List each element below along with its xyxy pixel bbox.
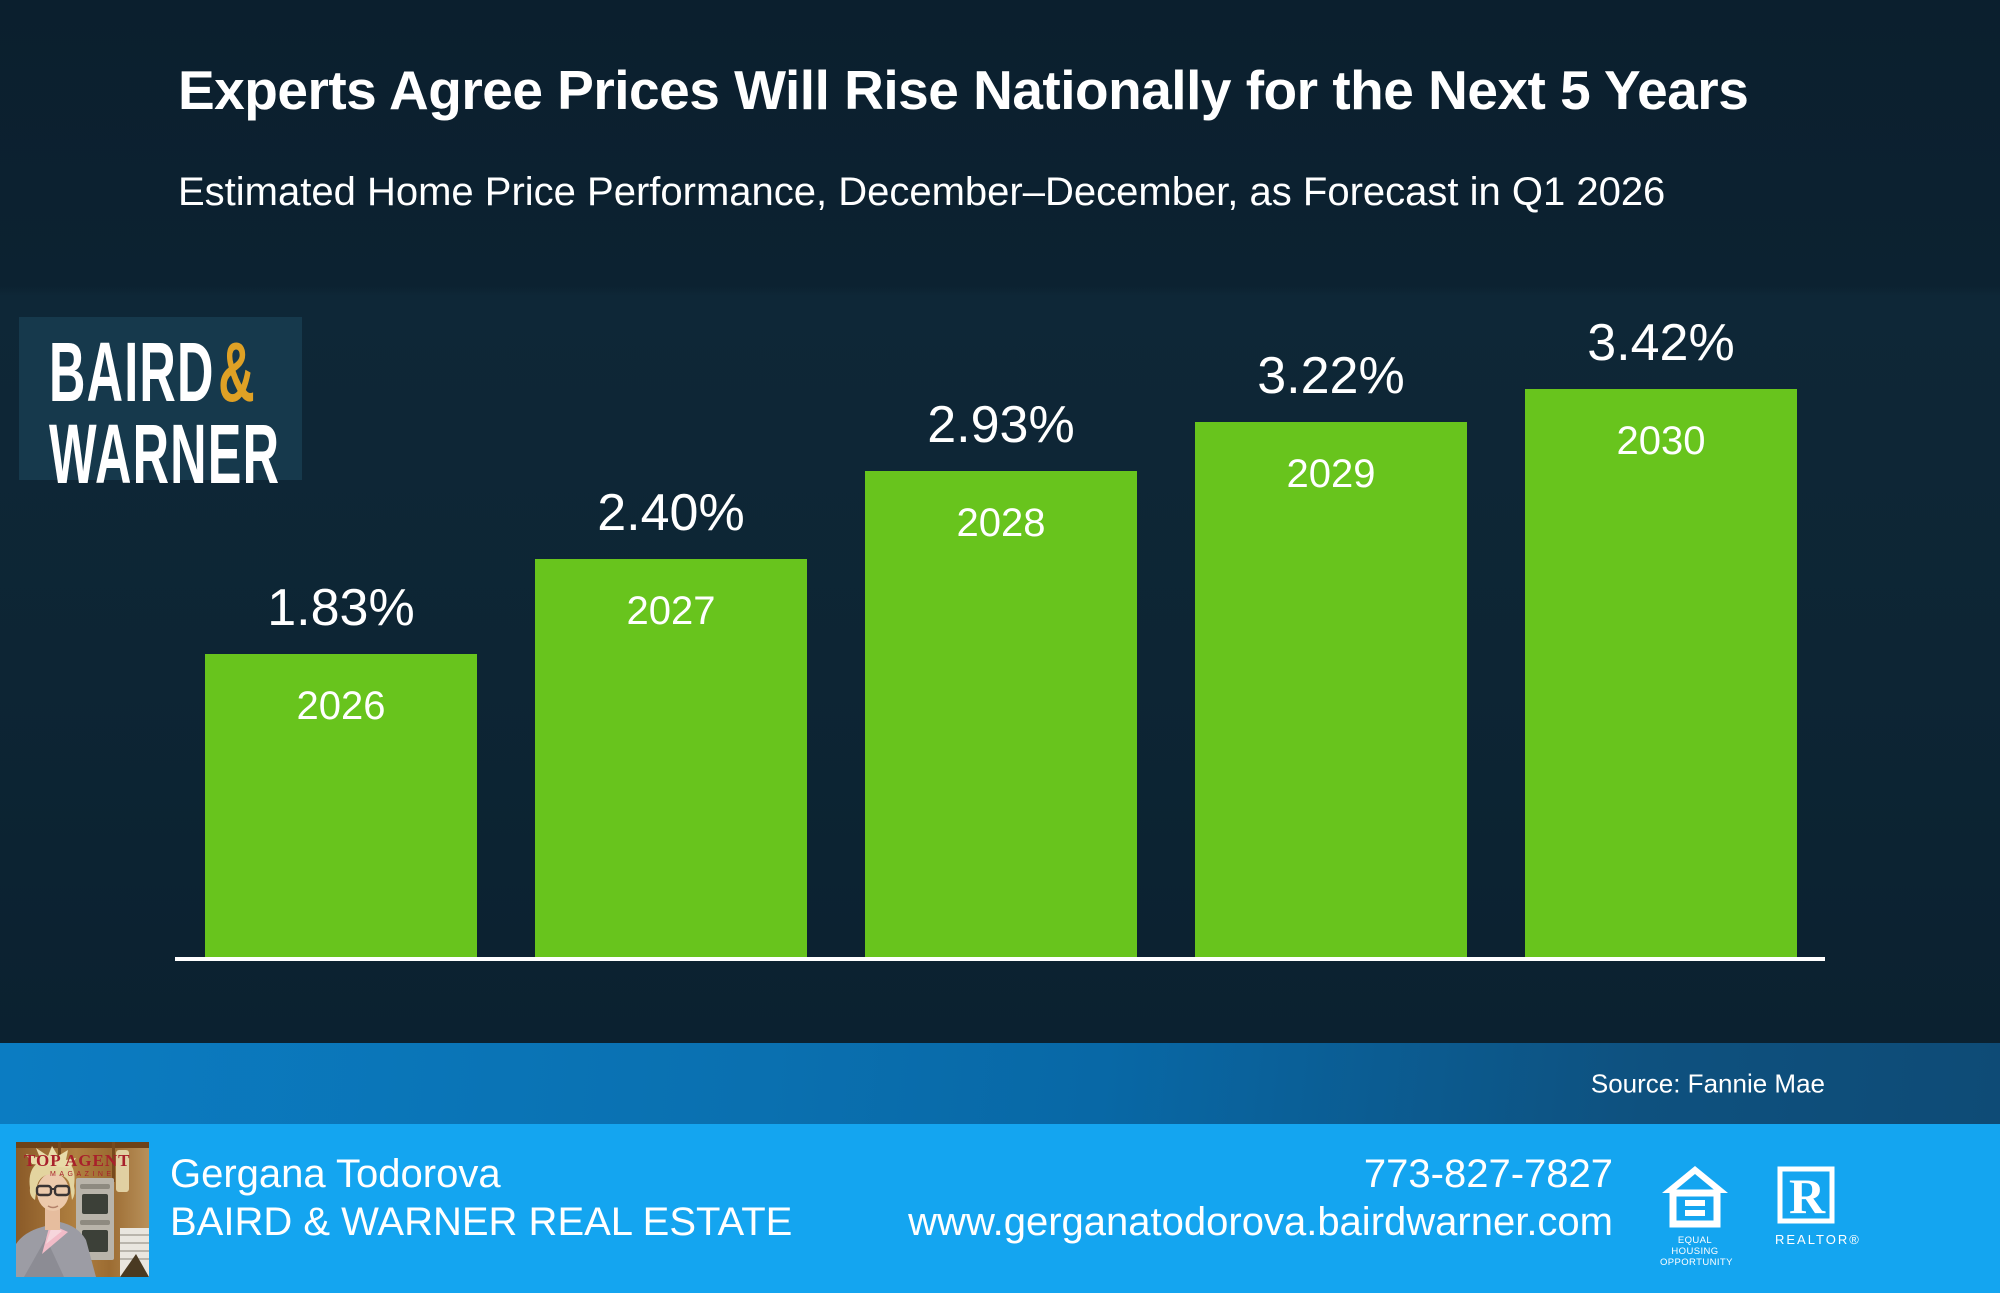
source-text: Source: Fannie Mae xyxy=(1590,1068,1825,1098)
agent-website: www.gerganatodorova.bairdwarner.com xyxy=(908,1200,1613,1244)
equal-housing-logo: EQUAL HOUSING OPPORTUNITY xyxy=(1660,1166,1733,1268)
x-axis-tick-label: 2029 xyxy=(1286,452,1376,496)
logo-word-warner: WARNER xyxy=(49,407,281,501)
agent-company: BAIRD & WARNER REAL ESTATE xyxy=(170,1200,793,1244)
equal-housing-label-line1: EQUAL HOUSING xyxy=(1671,1235,1719,1257)
equal-housing-icon xyxy=(1662,1166,1728,1228)
realtor-label: REALTOR® xyxy=(1775,1232,1861,1247)
agent-name: Gergana Todorova xyxy=(170,1152,501,1196)
realtor-icon: R xyxy=(1777,1166,1835,1224)
realtor-logo: R REALTOR® xyxy=(1775,1166,1861,1247)
bar-group-2026: 1.83% 2026 xyxy=(205,579,477,960)
photo-agent-portrait xyxy=(16,1146,96,1277)
equal-housing-label-line2: OPPORTUNITY xyxy=(1660,1257,1733,1268)
x-axis-tick-label: 2030 xyxy=(1616,419,1706,463)
x-axis-tick-label: 2027 xyxy=(626,589,716,633)
x-axis-tick-label: 2026 xyxy=(296,684,386,728)
footer: TOP AGENT MAGAZINE Gergana Todorova BAIR… xyxy=(0,1124,2000,1293)
svg-text:R: R xyxy=(1789,1168,1826,1224)
page-subtitle: Estimated Home Price Performance, Decemb… xyxy=(178,170,1666,214)
bar-2028 xyxy=(865,471,1137,960)
bar-2026 xyxy=(205,654,477,960)
baird-warner-logo: BAIRD& WARNER xyxy=(19,317,302,496)
bar-value-label: 1.83% xyxy=(267,579,415,637)
photo-window-blinds xyxy=(120,1228,149,1277)
bar-2029 xyxy=(1195,422,1467,960)
bar-value-label: 2.40% xyxy=(597,484,745,542)
bar-value-label: 3.22% xyxy=(1257,347,1405,405)
photo-pendant-light xyxy=(116,1150,129,1192)
x-axis-tick-label: 2028 xyxy=(956,501,1046,545)
logo-word-baird: BAIRD xyxy=(49,325,215,419)
logo-ampersand: & xyxy=(218,325,256,419)
agent-phone: 773-827-7827 xyxy=(1363,1152,1613,1196)
bar-value-label: 2.93% xyxy=(927,396,1075,454)
bar-group-2029: 3.22% 2029 xyxy=(1195,347,1467,960)
bar-group-2028: 2.93% 2028 xyxy=(865,396,1137,960)
page-title: Experts Agree Prices Will Rise Nationall… xyxy=(178,59,1749,121)
bar-2027 xyxy=(535,559,807,960)
agent-photo: TOP AGENT MAGAZINE xyxy=(16,1142,149,1277)
photo-badge-title: TOP AGENT xyxy=(24,1151,130,1170)
bar-value-label: 3.42% xyxy=(1587,314,1735,372)
bar-group-2027: 2.40% 2027 xyxy=(535,484,807,960)
source-band: Source: Fannie Mae xyxy=(0,1043,2000,1124)
bar-group-2030: 3.42% 2030 xyxy=(1525,314,1797,960)
x-axis-line xyxy=(175,957,1825,961)
bar-2030 xyxy=(1525,389,1797,960)
photo-badge-subtitle: MAGAZINE xyxy=(50,1171,115,1178)
